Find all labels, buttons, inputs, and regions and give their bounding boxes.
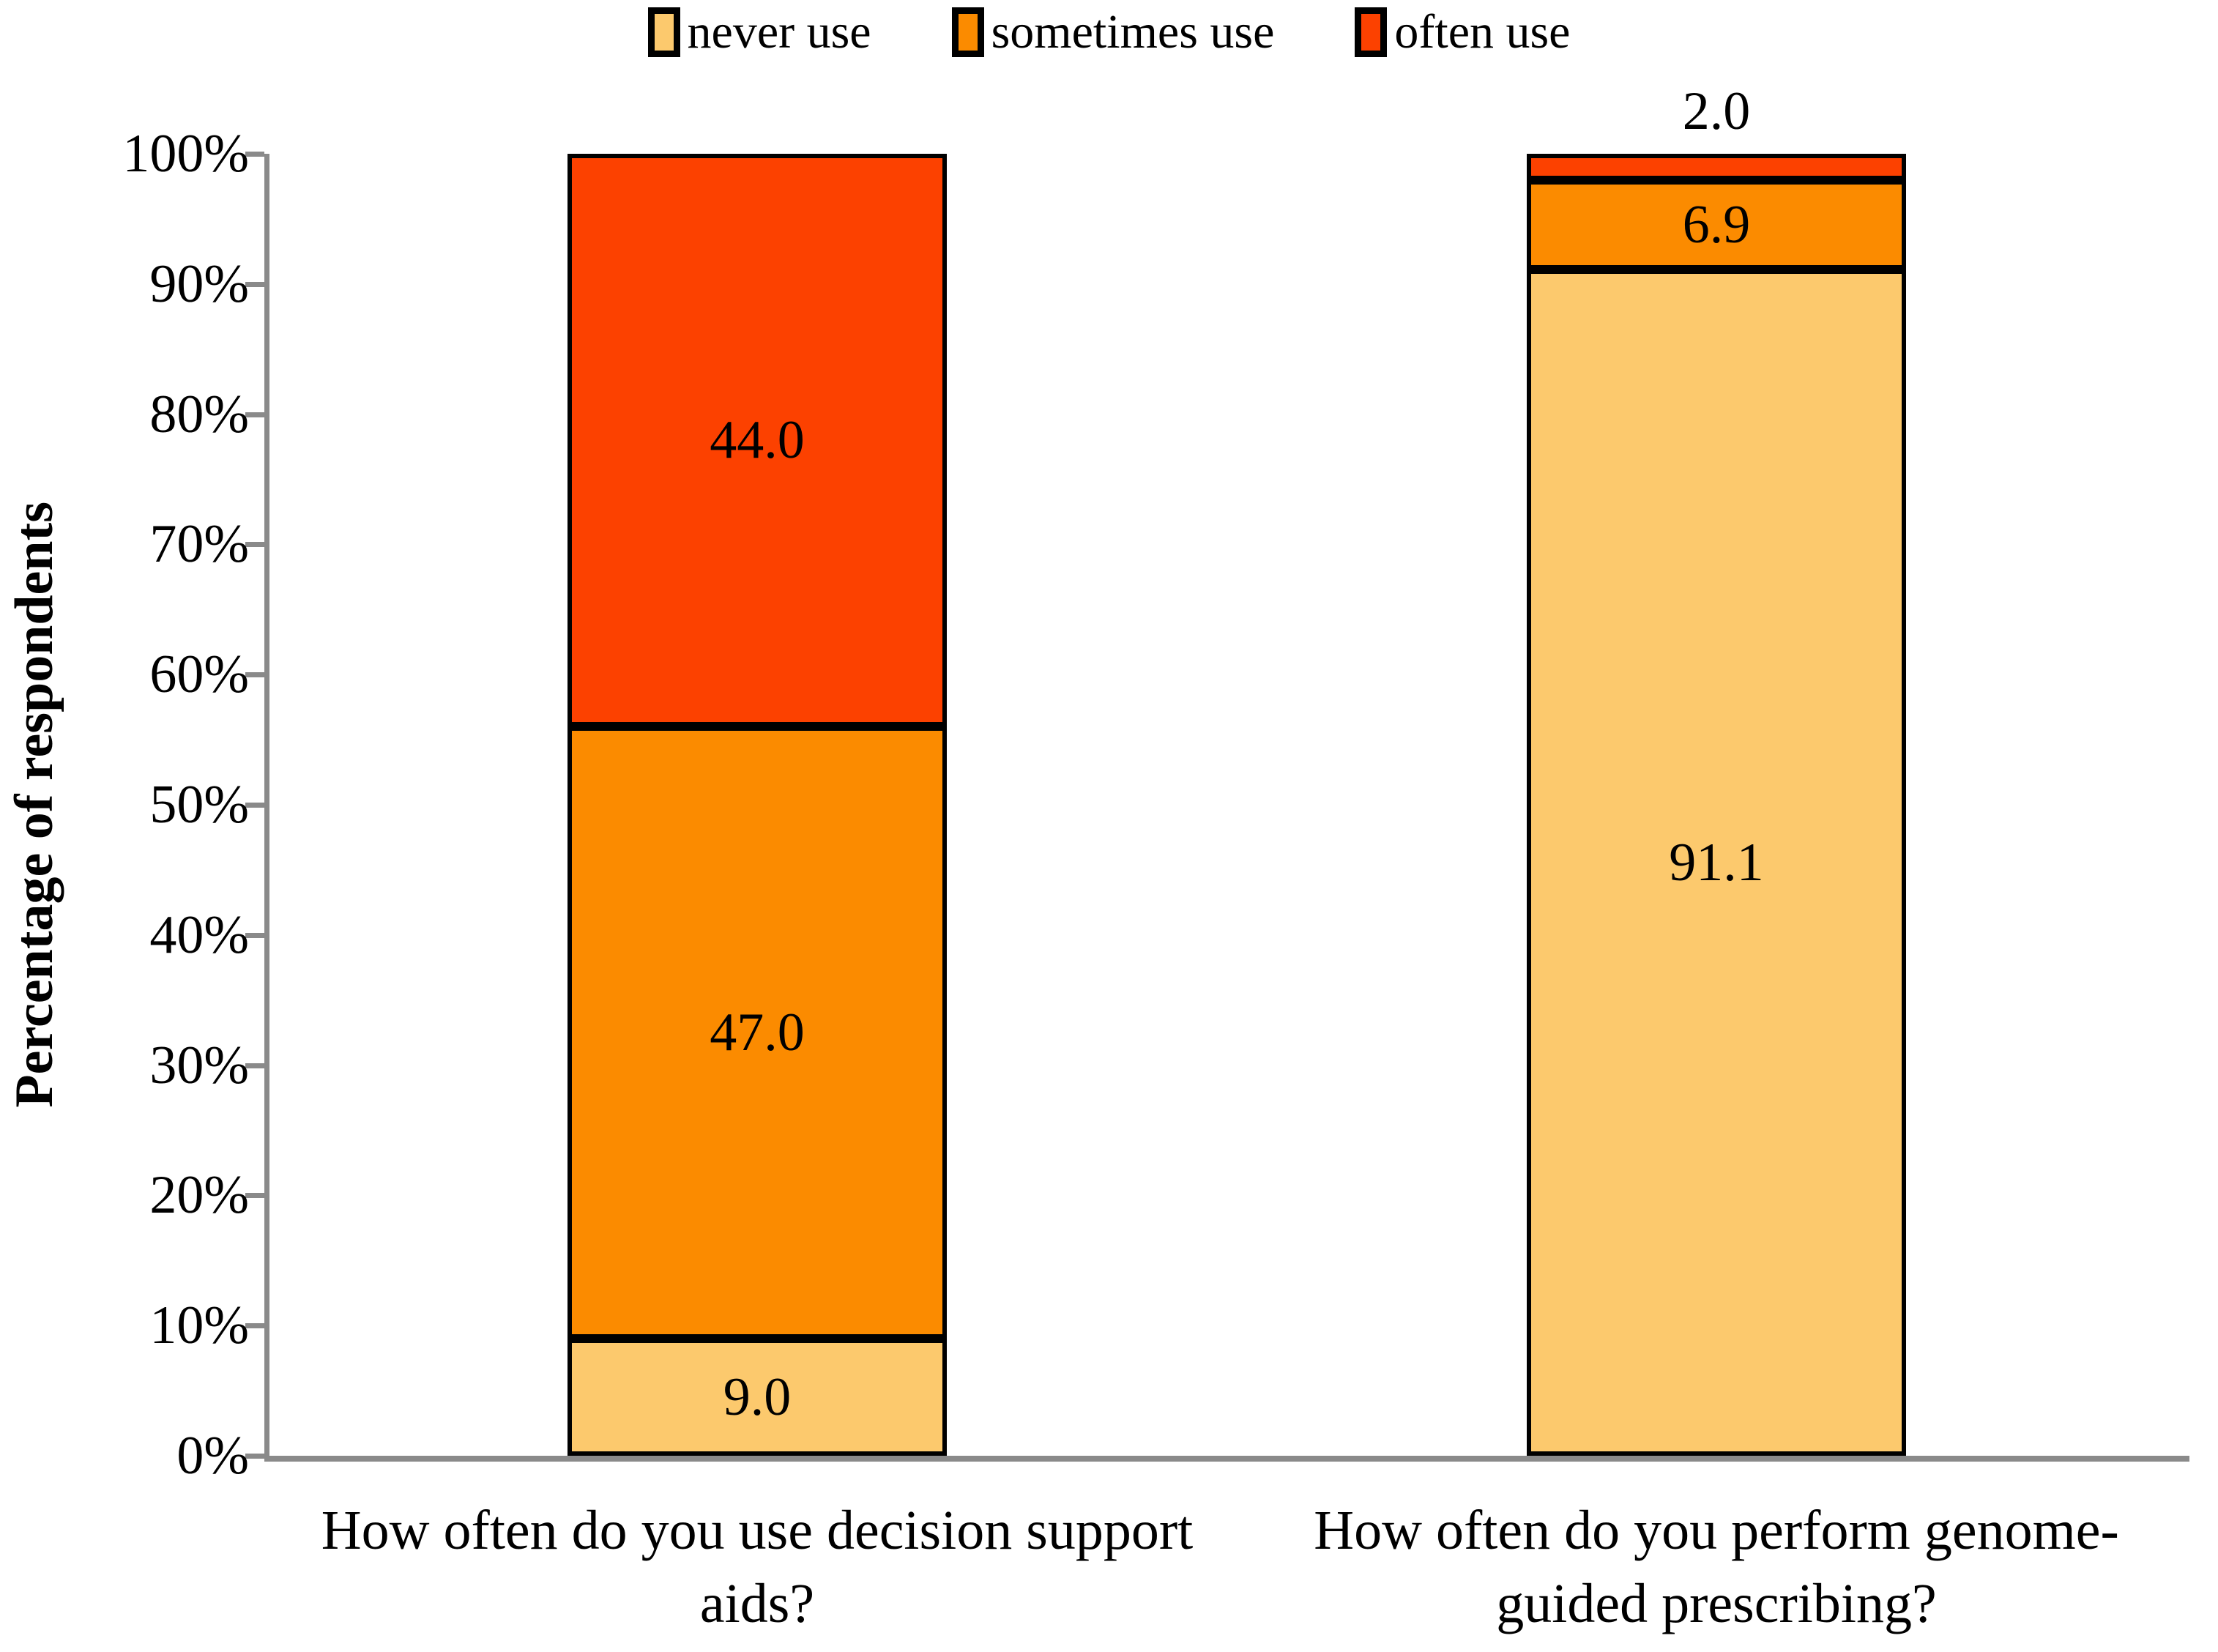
y-tick-mark [245,542,264,548]
y-axis-line [264,154,269,1462]
y-tick-label: 30% [149,1035,249,1095]
legend-swatch-never-use-icon [647,7,680,57]
y-tick-mark [245,932,264,938]
y-tick-mark [245,1193,264,1199]
bar-segment-never-use [567,1338,947,1456]
y-tick-mark [245,281,264,287]
x-category-label: guided prescribing? [1496,1573,1937,1634]
y-tick-label: 60% [149,644,249,705]
data-label-often-use: 44.0 [710,410,805,471]
x-category-label: How often do you perform genome- [1314,1500,2119,1561]
y-tick-label: 100% [122,124,249,184]
y-tick-label: 90% [149,253,249,314]
data-label-sometimes-use: 6.9 [1682,194,1751,255]
y-tick-mark [245,803,264,808]
y-tick-mark [245,1323,264,1329]
x-category-label: aids? [699,1573,815,1634]
bar-segment-sometimes-use [567,726,947,1339]
data-label-sometimes-use: 47.0 [710,1002,805,1063]
legend-label-never-use: never use [687,5,871,59]
legend-label-often-use: often use [1394,5,1571,59]
chart-legend: never use sometimes use often use [0,4,2218,60]
y-tick-mark [245,1063,264,1068]
legend-item-never-use: never use [647,4,871,60]
y-tick-label: 80% [149,384,249,444]
y-tick-mark [245,152,264,157]
data-label-never-use: 9.0 [723,1366,792,1427]
y-tick-label: 70% [149,514,249,575]
legend-swatch-sometimes-use-icon [951,7,984,57]
y-tick-label: 0% [176,1426,249,1486]
legend-item-often-use: often use [1355,4,1570,60]
legend-swatch-often-use-icon [1355,7,1388,57]
y-tick-mark [245,412,264,417]
y-tick-label: 20% [149,1165,249,1226]
bar-segment-often-use [567,154,947,727]
y-tick-mark [245,1454,264,1459]
bar-segment-sometimes-use [1527,179,1906,270]
legend-item-sometimes-use: sometimes use [951,4,1275,60]
data-label-often-use: 2.0 [1682,81,1751,141]
x-axis-line [264,1456,2189,1462]
x-category-label: How often do you use decision support [321,1500,1194,1561]
y-tick-mark [245,672,264,678]
y-tick-label: 50% [149,775,249,835]
y-tick-label: 40% [149,904,249,965]
y-tick-label: 10% [149,1295,249,1356]
bar-segment-never-use [1527,269,1906,1456]
data-label-never-use: 91.1 [1669,833,1764,893]
bar-segment-often-use [1527,154,1906,180]
legend-label-sometimes-use: sometimes use [991,5,1275,59]
